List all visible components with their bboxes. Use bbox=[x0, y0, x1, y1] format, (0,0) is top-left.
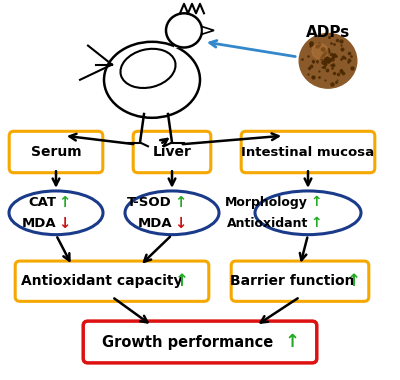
Text: MDA: MDA bbox=[137, 217, 172, 230]
FancyBboxPatch shape bbox=[241, 131, 375, 173]
Circle shape bbox=[299, 33, 357, 88]
Text: ↑: ↑ bbox=[310, 217, 322, 230]
Text: ↑: ↑ bbox=[310, 195, 322, 209]
Text: Antioxidant: Antioxidant bbox=[227, 217, 308, 230]
FancyBboxPatch shape bbox=[9, 131, 103, 173]
Text: ADPs: ADPs bbox=[306, 25, 350, 40]
FancyBboxPatch shape bbox=[133, 131, 211, 173]
Text: ↑: ↑ bbox=[175, 272, 189, 290]
Ellipse shape bbox=[9, 191, 103, 235]
Text: Liver: Liver bbox=[152, 145, 192, 159]
Ellipse shape bbox=[120, 49, 176, 88]
Text: ↑: ↑ bbox=[347, 272, 361, 290]
Text: ↑: ↑ bbox=[284, 333, 300, 351]
Text: ↓: ↓ bbox=[58, 216, 70, 231]
Ellipse shape bbox=[166, 13, 202, 48]
FancyBboxPatch shape bbox=[231, 261, 369, 301]
Ellipse shape bbox=[104, 42, 200, 118]
FancyBboxPatch shape bbox=[83, 321, 317, 363]
Text: Antioxidant capacity: Antioxidant capacity bbox=[21, 274, 183, 288]
Text: ↑: ↑ bbox=[174, 195, 186, 210]
Circle shape bbox=[312, 44, 328, 59]
Ellipse shape bbox=[255, 191, 361, 235]
Text: CAT: CAT bbox=[28, 196, 56, 209]
Text: Barrier function: Barrier function bbox=[230, 274, 354, 288]
Text: Intestinal mucosa: Intestinal mucosa bbox=[242, 146, 374, 158]
Text: Growth performance: Growth performance bbox=[102, 334, 274, 350]
Text: ↓: ↓ bbox=[174, 216, 186, 231]
Text: MDA: MDA bbox=[21, 217, 56, 230]
Ellipse shape bbox=[125, 191, 219, 235]
Text: T-SOD: T-SOD bbox=[127, 196, 172, 209]
Text: ↑: ↑ bbox=[58, 195, 70, 210]
Polygon shape bbox=[202, 27, 214, 34]
FancyBboxPatch shape bbox=[15, 261, 209, 301]
Text: Serum: Serum bbox=[31, 145, 81, 159]
Text: Morphology: Morphology bbox=[225, 196, 308, 209]
